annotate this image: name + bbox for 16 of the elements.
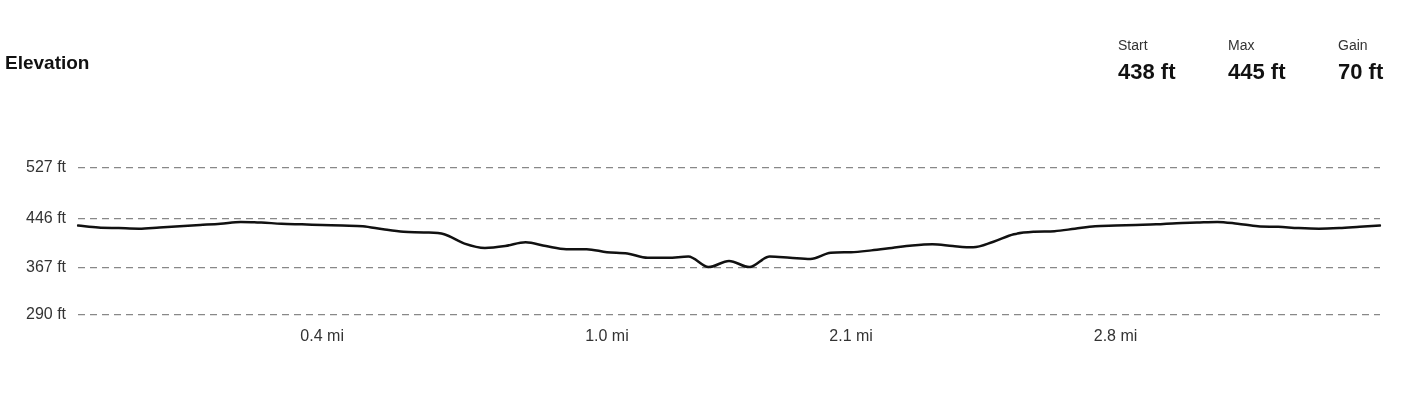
x-tick-label: 2.1 mi (829, 326, 873, 344)
x-tick-label: 2.8 mi (1093, 326, 1138, 344)
chart-title: Elevation (5, 52, 90, 74)
y-tick-label: 446 ft (26, 208, 67, 226)
line-series (76, 220, 1382, 269)
x-tick-label: 0.4 mi (300, 326, 344, 344)
text: Max (1228, 37, 1256, 53)
y-tick-label: 290 ft (26, 305, 67, 323)
text: 70 ft (1338, 59, 1384, 85)
text: 438 ft (1118, 59, 1177, 85)
y-tick-label: 367 ft (26, 257, 67, 275)
text: Gain (1338, 37, 1369, 53)
text: Start (1118, 37, 1149, 53)
text: 445 ft (1228, 59, 1287, 85)
x-tick-label: 1.0 mi (585, 326, 629, 344)
y-tick-label: 527 ft (26, 158, 67, 176)
